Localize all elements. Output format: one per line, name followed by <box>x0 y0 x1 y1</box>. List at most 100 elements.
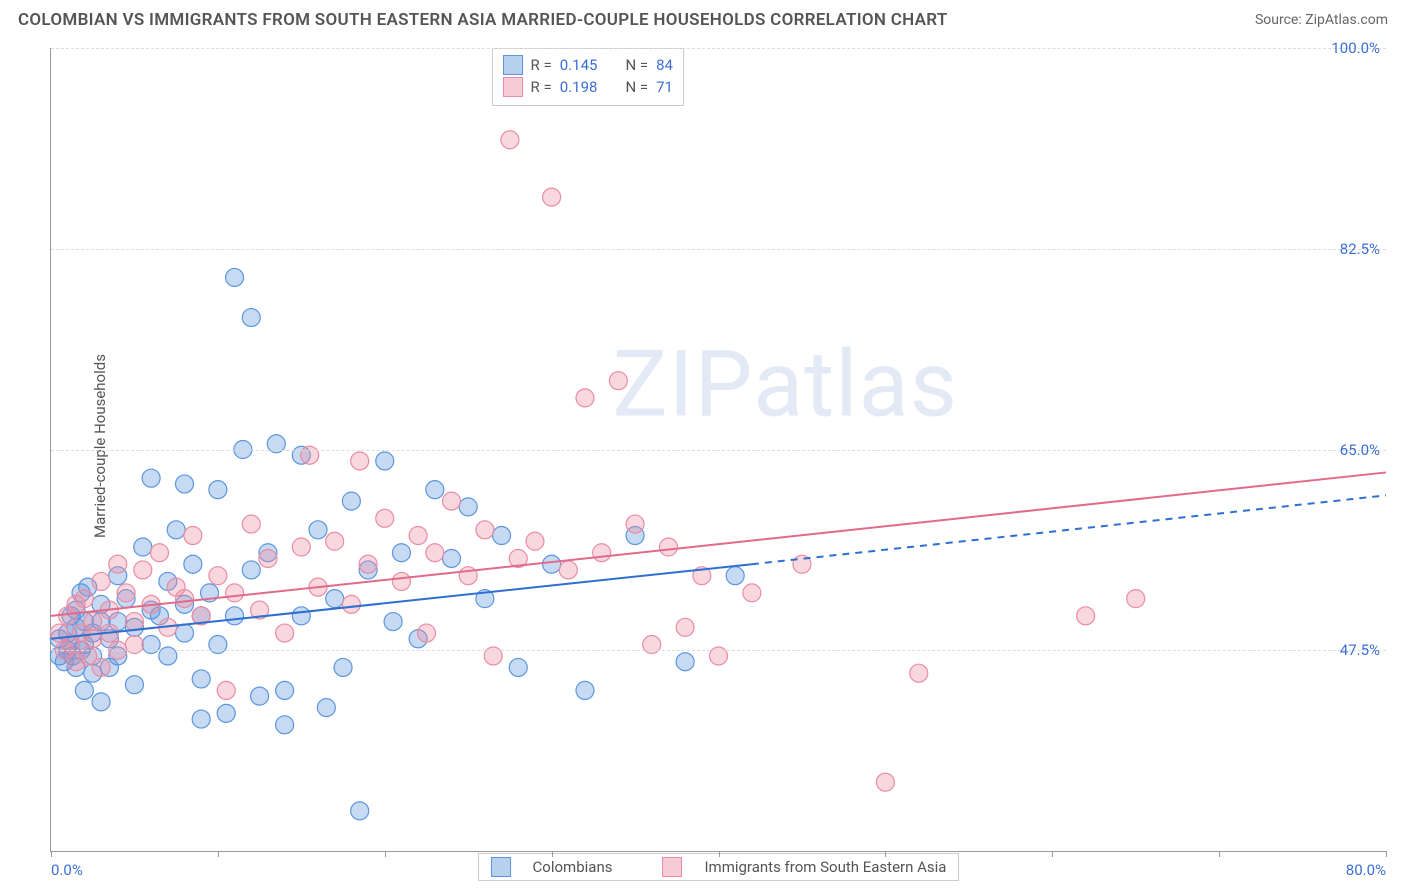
scatter-point <box>92 693 110 711</box>
scatter-point <box>493 527 511 545</box>
scatter-point <box>626 515 644 533</box>
scatter-point <box>226 584 244 602</box>
scatter-point <box>276 681 294 699</box>
scatter-point <box>392 572 410 590</box>
scatter-point <box>217 704 235 722</box>
scatter-point <box>84 630 102 648</box>
n-value-2: 71 <box>656 78 673 96</box>
scatter-point <box>125 613 143 631</box>
x-tick-label: 0.0% <box>51 861 83 879</box>
r-label: R = <box>531 78 552 96</box>
scatter-point <box>176 475 194 493</box>
scatter-point <box>192 710 210 728</box>
scatter-point <box>659 538 677 556</box>
scatter-point <box>317 699 335 717</box>
scatter-point <box>426 544 444 562</box>
scatter-point <box>125 676 143 694</box>
series-1-label: Colombians <box>533 858 613 876</box>
scatter-point <box>226 268 244 286</box>
scatter-point <box>75 590 93 608</box>
scatter-point <box>292 607 310 625</box>
scatter-point <box>292 538 310 556</box>
scatter-point <box>609 372 627 390</box>
scatter-point <box>443 492 461 510</box>
scatter-point <box>176 590 194 608</box>
r-value-2: 0.198 <box>560 78 598 96</box>
scatter-point <box>676 653 694 671</box>
scatter-point <box>559 561 577 579</box>
chart-plot-area: ZIPatlas R = 0.145 N = 84 R = 0.198 N = … <box>50 48 1386 852</box>
scatter-point <box>910 664 928 682</box>
scatter-point <box>509 658 527 676</box>
scatter-point <box>84 613 102 631</box>
swatch-sea-icon <box>662 857 682 877</box>
n-label: N = <box>625 78 648 96</box>
scatter-point <box>501 131 519 149</box>
scatter-point <box>226 607 244 625</box>
stats-legend: R = 0.145 N = 84 R = 0.198 N = 71 <box>492 48 684 106</box>
scatter-point <box>134 538 152 556</box>
scatter-point <box>259 549 277 567</box>
scatter-point <box>92 658 110 676</box>
scatter-point <box>326 532 344 550</box>
r-value-1: 0.145 <box>560 56 598 74</box>
swatch-series-2-icon <box>503 77 523 97</box>
scatter-point <box>176 624 194 642</box>
scatter-point <box>209 567 227 585</box>
scatter-point <box>92 572 110 590</box>
series-2-label: Immigrants from South Eastern Asia <box>704 858 946 876</box>
scatter-point <box>209 481 227 499</box>
scatter-point <box>426 481 444 499</box>
scatter-point <box>142 469 160 487</box>
scatter-point <box>443 549 461 567</box>
scatter-point <box>167 521 185 539</box>
scatter-point <box>75 681 93 699</box>
scatter-point <box>276 716 294 734</box>
scatter-point <box>359 555 377 573</box>
scatter-point <box>392 544 410 562</box>
y-tick-label: 65.0% <box>1340 441 1380 459</box>
scatter-point <box>576 681 594 699</box>
scatter-point <box>342 595 360 613</box>
scatter-point <box>476 521 494 539</box>
scatter-point <box>326 590 344 608</box>
y-tick-label: 100.0% <box>1331 39 1380 57</box>
scatter-point <box>134 561 152 579</box>
n-label: N = <box>625 56 648 74</box>
scatter-point <box>876 773 894 791</box>
scatter-point <box>334 658 352 676</box>
scatter-point <box>726 567 744 585</box>
scatter-point <box>526 532 544 550</box>
scatter-point <box>1077 607 1095 625</box>
scatter-point <box>109 555 127 573</box>
stats-row-1: R = 0.145 N = 84 <box>503 55 673 75</box>
scatter-point <box>117 584 135 602</box>
scatter-point <box>417 624 435 642</box>
scatter-point <box>676 618 694 636</box>
n-value-1: 84 <box>656 56 673 74</box>
scatter-point <box>242 309 260 327</box>
scatter-point <box>217 681 235 699</box>
scatter-point <box>251 687 269 705</box>
scatter-point <box>1127 590 1145 608</box>
scatter-point <box>309 521 327 539</box>
y-tick-label: 47.5% <box>1340 641 1380 659</box>
scatter-point <box>409 527 427 545</box>
x-tick-label: 80.0% <box>1346 861 1386 879</box>
y-tick-label: 82.5% <box>1340 240 1380 258</box>
scatter-point <box>242 561 260 579</box>
source-label: Source: ZipAtlas.com <box>1255 12 1388 28</box>
scatter-point <box>743 584 761 602</box>
scatter-point <box>543 555 561 573</box>
scatter-point <box>342 492 360 510</box>
scatter-point <box>351 802 369 820</box>
series-legend: Colombians Immigrants from South Eastern… <box>478 853 960 881</box>
scatter-point <box>376 452 394 470</box>
chart-title: COLOMBIAN VS IMMIGRANTS FROM SOUTH EASTE… <box>18 10 948 30</box>
scatter-point <box>459 498 477 516</box>
r-label: R = <box>531 56 552 74</box>
scatter-point <box>376 509 394 527</box>
scatter-point <box>184 527 202 545</box>
swatch-series-1-icon <box>503 55 523 75</box>
scatter-point <box>242 515 260 533</box>
